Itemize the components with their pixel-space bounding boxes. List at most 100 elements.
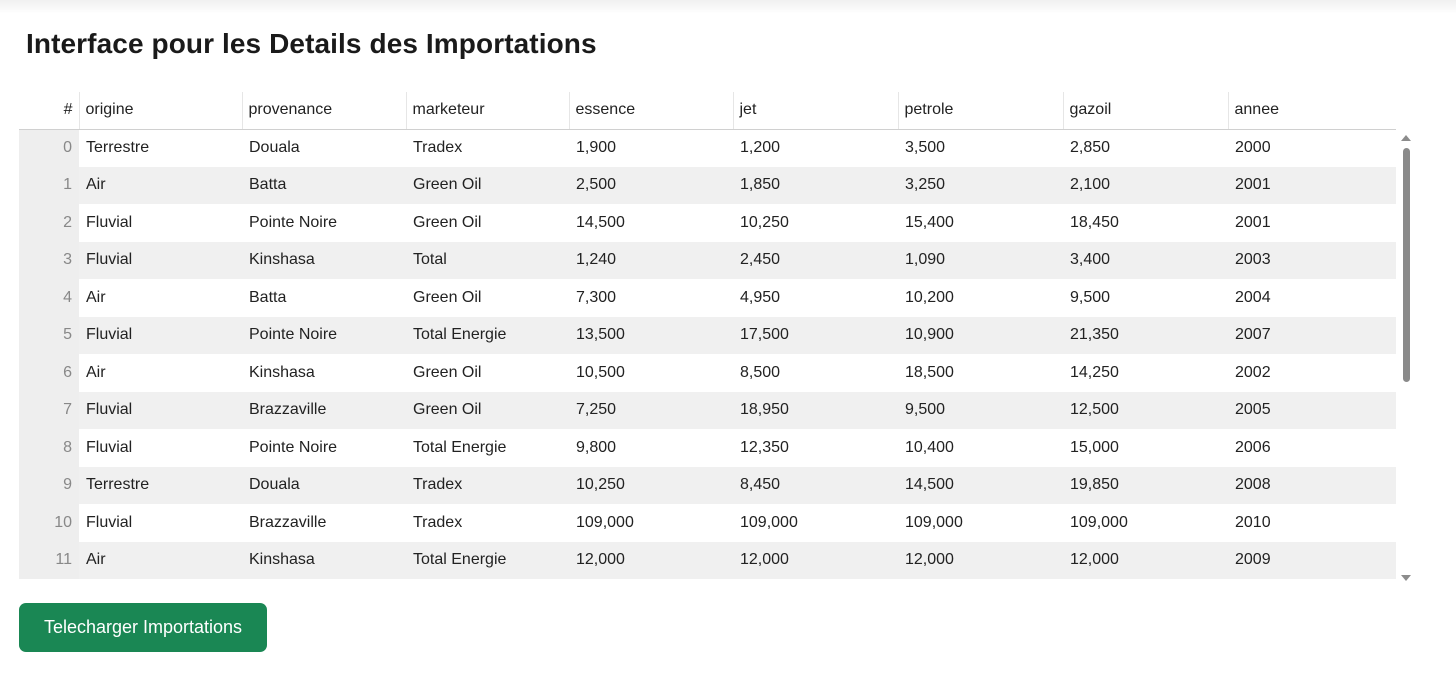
cell-origine[interactable]: Fluvial bbox=[79, 241, 242, 279]
download-imports-button[interactable]: Telecharger Importations bbox=[19, 603, 267, 652]
table-row[interactable]: 11 Air Kinshasa Total Energie 12,000 12,000 12… bbox=[19, 541, 1396, 579]
cell-index[interactable]: 5 bbox=[19, 316, 79, 354]
cell-gazoil[interactable]: 12,500 bbox=[1063, 391, 1228, 429]
scroll-thumb[interactable] bbox=[1403, 148, 1410, 382]
cell-annee[interactable]: 2006 bbox=[1228, 429, 1396, 467]
cell-petrole[interactable]: 10,900 bbox=[898, 316, 1063, 354]
scroll-up-arrow-icon[interactable] bbox=[1401, 135, 1411, 141]
table-row[interactable]: 2 Fluvial Pointe Noire Green Oil 14,500 10,25… bbox=[19, 204, 1396, 242]
cell-essence[interactable]: 10,250 bbox=[569, 466, 733, 504]
cell-essence[interactable]: 1,900 bbox=[569, 129, 733, 167]
cell-marketeur[interactable]: Green Oil bbox=[406, 204, 569, 242]
cell-petrole[interactable]: 10,400 bbox=[898, 429, 1063, 467]
cell-marketeur[interactable]: Total bbox=[406, 241, 569, 279]
cell-provenance[interactable]: Batta bbox=[242, 166, 406, 204]
cell-index[interactable]: 11 bbox=[19, 541, 79, 579]
cell-index[interactable]: 8 bbox=[19, 429, 79, 467]
table-row[interactable]: 5 Fluvial Pointe Noire Total Energie 13,500 1… bbox=[19, 316, 1396, 354]
cell-essence[interactable]: 9,800 bbox=[569, 429, 733, 467]
cell-jet[interactable]: 109,000 bbox=[733, 504, 898, 542]
cell-marketeur[interactable]: Total Energie bbox=[406, 429, 569, 467]
cell-index[interactable]: 4 bbox=[19, 279, 79, 317]
cell-index[interactable]: 3 bbox=[19, 241, 79, 279]
cell-gazoil[interactable]: 19,850 bbox=[1063, 466, 1228, 504]
cell-jet[interactable]: 17,500 bbox=[733, 316, 898, 354]
cell-marketeur[interactable]: Tradex bbox=[406, 466, 569, 504]
cell-gazoil[interactable]: 2,100 bbox=[1063, 166, 1228, 204]
cell-jet[interactable]: 12,350 bbox=[733, 429, 898, 467]
cell-index[interactable]: 0 bbox=[19, 129, 79, 167]
cell-annee[interactable]: 2002 bbox=[1228, 354, 1396, 392]
cell-marketeur[interactable]: Total Energie bbox=[406, 541, 569, 579]
table-row[interactable]: 6 Air Kinshasa Green Oil 10,500 8,500 18,500 14… bbox=[19, 354, 1396, 392]
cell-jet[interactable]: 12,000 bbox=[733, 541, 898, 579]
cell-index[interactable]: 9 bbox=[19, 466, 79, 504]
cell-provenance[interactable]: Pointe Noire bbox=[242, 429, 406, 467]
cell-origine[interactable]: Fluvial bbox=[79, 204, 242, 242]
cell-petrole[interactable]: 109,000 bbox=[898, 504, 1063, 542]
column-header-annee[interactable]: annee bbox=[1227, 92, 1396, 130]
cell-provenance[interactable]: Kinshasa bbox=[242, 354, 406, 392]
cell-index[interactable]: 10 bbox=[19, 504, 79, 542]
cell-essence[interactable]: 13,500 bbox=[569, 316, 733, 354]
cell-essence[interactable]: 7,250 bbox=[569, 391, 733, 429]
cell-origine[interactable]: Fluvial bbox=[79, 429, 242, 467]
cell-jet[interactable]: 1,200 bbox=[733, 129, 898, 167]
cell-petrole[interactable]: 3,500 bbox=[898, 129, 1063, 167]
index-header[interactable]: # bbox=[19, 92, 79, 130]
column-header-essence[interactable]: essence bbox=[568, 92, 733, 130]
cell-marketeur[interactable]: Total Energie bbox=[406, 316, 569, 354]
imports-data-grid[interactable]: # origine provenance marketeur essence j… bbox=[19, 92, 1414, 588]
cell-index[interactable]: 1 bbox=[19, 166, 79, 204]
cell-marketeur[interactable]: Green Oil bbox=[406, 391, 569, 429]
cell-essence[interactable]: 109,000 bbox=[569, 504, 733, 542]
cell-gazoil[interactable]: 14,250 bbox=[1063, 354, 1228, 392]
cell-jet[interactable]: 18,950 bbox=[733, 391, 898, 429]
cell-provenance[interactable]: Pointe Noire bbox=[242, 204, 406, 242]
cell-marketeur[interactable]: Green Oil bbox=[406, 354, 569, 392]
cell-origine[interactable]: Fluvial bbox=[79, 316, 242, 354]
cell-index[interactable]: 6 bbox=[19, 354, 79, 392]
cell-jet[interactable]: 8,450 bbox=[733, 466, 898, 504]
cell-jet[interactable]: 10,250 bbox=[733, 204, 898, 242]
column-header-origine[interactable]: origine bbox=[78, 92, 242, 130]
cell-annee[interactable]: 2010 bbox=[1228, 504, 1396, 542]
cell-provenance[interactable]: Kinshasa bbox=[242, 541, 406, 579]
cell-provenance[interactable]: Douala bbox=[242, 466, 406, 504]
cell-petrole[interactable]: 12,000 bbox=[898, 541, 1063, 579]
table-row[interactable]: 4 Air Batta Green Oil 7,300 4,950 10,200 9,500 2… bbox=[19, 279, 1396, 317]
cell-petrole[interactable]: 9,500 bbox=[898, 391, 1063, 429]
cell-provenance[interactable]: Brazzaville bbox=[242, 391, 406, 429]
cell-gazoil[interactable]: 9,500 bbox=[1063, 279, 1228, 317]
table-scrollbar[interactable] bbox=[1399, 132, 1413, 584]
cell-provenance[interactable]: Kinshasa bbox=[242, 241, 406, 279]
cell-annee[interactable]: 2001 bbox=[1228, 166, 1396, 204]
cell-index[interactable]: 2 bbox=[19, 204, 79, 242]
column-header-provenance[interactable]: provenance bbox=[241, 92, 406, 130]
cell-essence[interactable]: 14,500 bbox=[569, 204, 733, 242]
column-header-jet[interactable]: jet bbox=[732, 92, 898, 130]
cell-gazoil[interactable]: 2,850 bbox=[1063, 129, 1228, 167]
cell-essence[interactable]: 10,500 bbox=[569, 354, 733, 392]
cell-gazoil[interactable]: 15,000 bbox=[1063, 429, 1228, 467]
cell-index[interactable]: 7 bbox=[19, 391, 79, 429]
cell-origine[interactable]: Terrestre bbox=[79, 466, 242, 504]
cell-origine[interactable]: Air bbox=[79, 541, 242, 579]
table-row[interactable]: 3 Fluvial Kinshasa Total 1,240 2,450 1,090 3,40… bbox=[19, 241, 1396, 279]
table-row[interactable]: 10 Fluvial Brazzaville Tradex 109,000 109,000… bbox=[19, 504, 1396, 542]
cell-annee[interactable]: 2004 bbox=[1228, 279, 1396, 317]
cell-provenance[interactable]: Batta bbox=[242, 279, 406, 317]
cell-gazoil[interactable]: 109,000 bbox=[1063, 504, 1228, 542]
cell-jet[interactable]: 4,950 bbox=[733, 279, 898, 317]
cell-jet[interactable]: 2,450 bbox=[733, 241, 898, 279]
cell-gazoil[interactable]: 12,000 bbox=[1063, 541, 1228, 579]
cell-annee[interactable]: 2009 bbox=[1228, 541, 1396, 579]
cell-annee[interactable]: 2008 bbox=[1228, 466, 1396, 504]
cell-origine[interactable]: Air bbox=[79, 354, 242, 392]
cell-essence[interactable]: 1,240 bbox=[569, 241, 733, 279]
table-row[interactable]: 9 Terrestre Douala Tradex 10,250 8,450 14,500 1… bbox=[19, 466, 1396, 504]
column-header-gazoil[interactable]: gazoil bbox=[1062, 92, 1228, 130]
cell-origine[interactable]: Air bbox=[79, 279, 242, 317]
cell-annee[interactable]: 2007 bbox=[1228, 316, 1396, 354]
cell-petrole[interactable]: 14,500 bbox=[898, 466, 1063, 504]
